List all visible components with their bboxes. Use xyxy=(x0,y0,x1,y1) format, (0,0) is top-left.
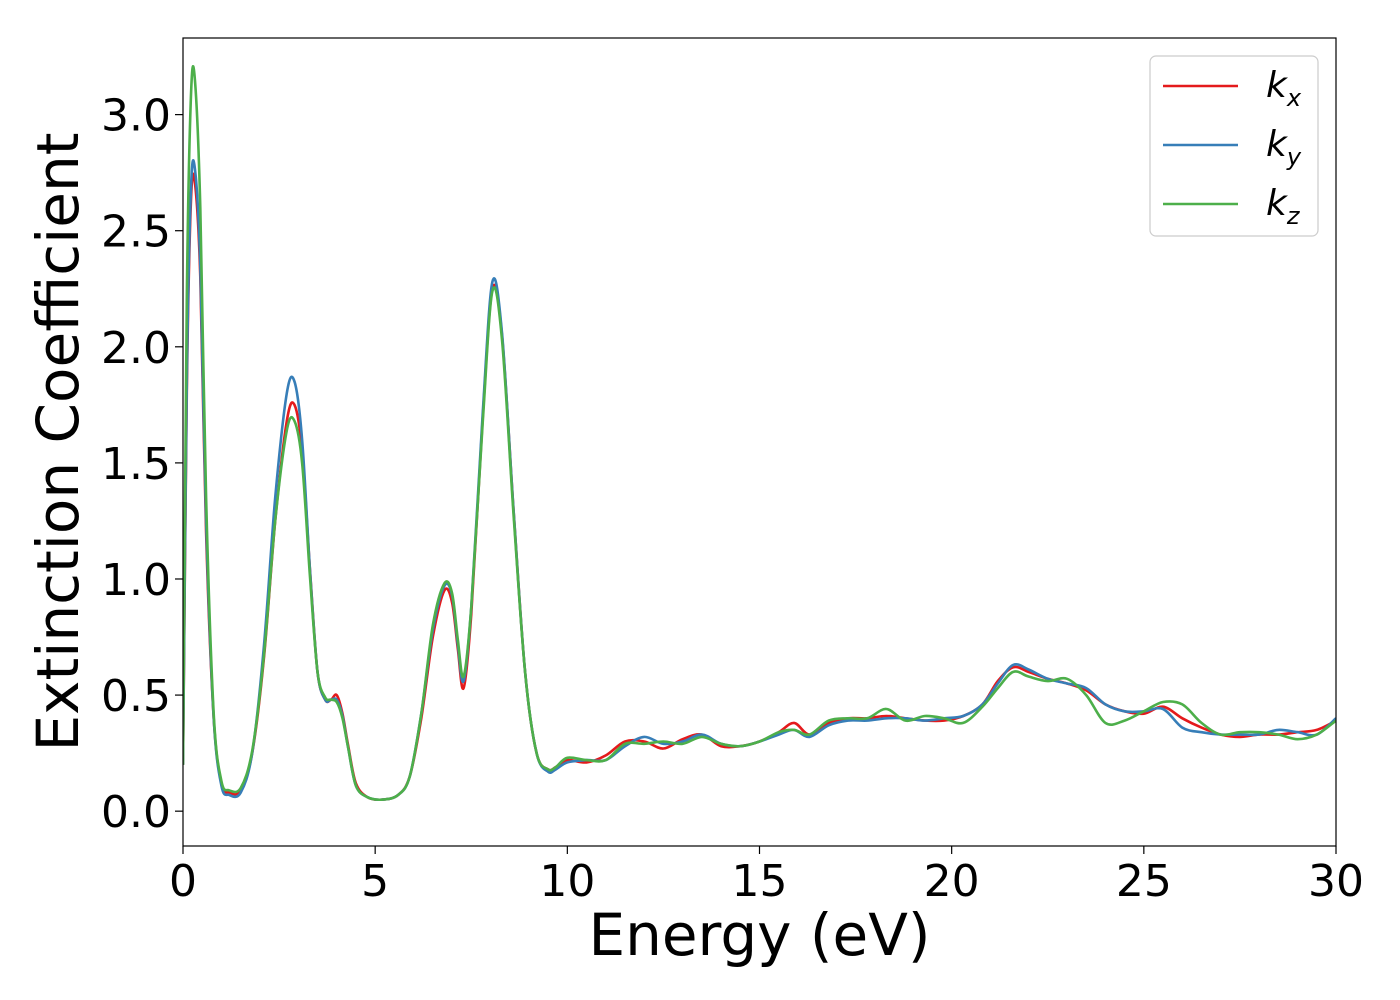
legend-label-kz: kz xyxy=(1266,183,1301,230)
x-axis-title: Energy (eV) xyxy=(588,901,930,969)
y-axis: 0.0 0.5 1.0 1.5 2.0 2.5 3.0 xyxy=(101,91,183,838)
series-layer xyxy=(183,65,1336,802)
series-line-kx xyxy=(183,172,1336,802)
legend-label-main: k xyxy=(1266,65,1289,106)
legend-label-subscript: x xyxy=(1286,84,1302,112)
x-tick-label: 20 xyxy=(924,856,980,907)
x-tick-label: 25 xyxy=(1116,856,1172,907)
x-tick-label: 5 xyxy=(361,856,389,907)
x-tick-label: 30 xyxy=(1308,856,1364,907)
x-axis: 0 5 10 15 20 25 30 xyxy=(169,846,1364,907)
x-tick-label: 15 xyxy=(732,856,788,907)
legend-label-ky: ky xyxy=(1266,124,1302,171)
y-tick-label: 2.0 xyxy=(101,323,171,374)
y-axis-title: Extinction Coefficient xyxy=(24,133,92,752)
legend-label-subscript: y xyxy=(1286,143,1302,171)
series-line-ky xyxy=(183,159,1336,802)
y-tick-label: 0.5 xyxy=(101,671,171,722)
series-line-kz xyxy=(183,65,1336,802)
legend-label-kx: kx xyxy=(1266,65,1302,112)
legend-label-main: k xyxy=(1266,124,1289,165)
legend-label-subscript: z xyxy=(1286,202,1301,230)
y-tick-label: 1.5 xyxy=(101,439,171,490)
x-tick-label: 0 xyxy=(169,856,197,907)
x-tick-label: 10 xyxy=(539,856,595,907)
legend-label-main: k xyxy=(1266,183,1289,224)
y-tick-label: 3.0 xyxy=(101,91,171,142)
y-tick-label: 0.0 xyxy=(101,787,171,838)
y-tick-label: 2.5 xyxy=(101,207,171,258)
y-tick-label: 1.0 xyxy=(101,555,171,606)
